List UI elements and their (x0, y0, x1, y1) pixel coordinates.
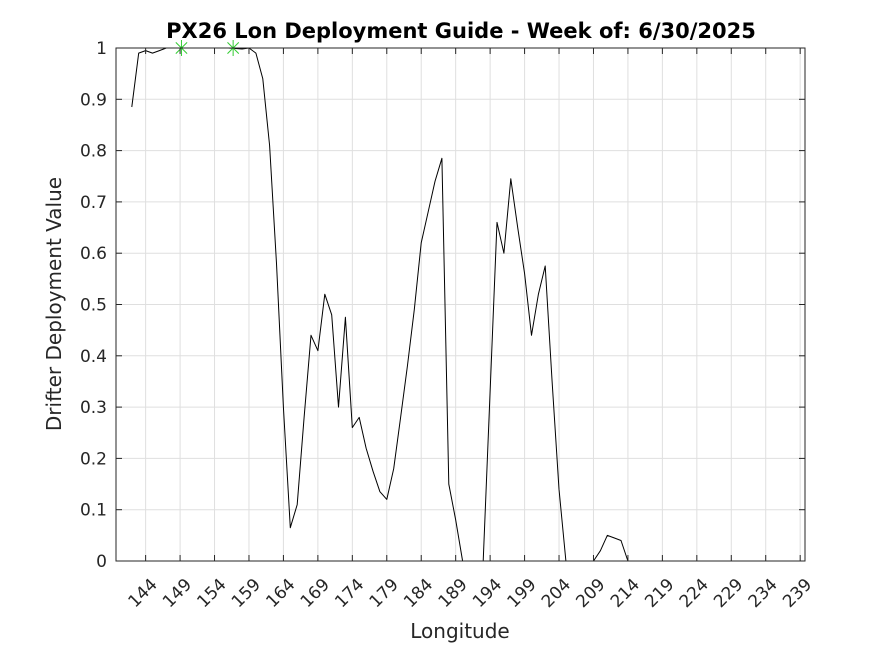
y-tick-label: 0.7 (80, 193, 107, 213)
y-tick-label: 0.1 (80, 501, 107, 521)
x-tick-label: 144 (125, 575, 162, 612)
x-tick-label: 164 (262, 575, 299, 612)
x-tick-label: 169 (297, 575, 334, 612)
plot-area (131, 40, 801, 562)
axis-ticks: 1441491541591641691741791841891941992042… (80, 39, 816, 612)
x-tick-label: 179 (366, 575, 403, 612)
y-axis-label: Drifter Deployment Value (42, 177, 66, 431)
x-tick-label: 184 (400, 575, 437, 612)
y-tick-label: 0.3 (80, 398, 107, 418)
y-tick-label: 0.9 (80, 90, 107, 110)
x-tick-label: 209 (572, 575, 609, 612)
x-tick-label: 219 (641, 575, 678, 612)
x-tick-label: 234 (745, 575, 782, 612)
x-axis-label: Longitude (410, 619, 509, 643)
x-tick-label: 199 (504, 575, 541, 612)
x-tick-label: 229 (710, 575, 747, 612)
y-tick-label: 0.5 (80, 296, 107, 316)
x-tick-label: 149 (159, 575, 196, 612)
x-tick-label: 159 (228, 575, 265, 612)
x-tick-label: 189 (435, 575, 472, 612)
y-tick-label: 0 (96, 552, 107, 572)
y-tick-label: 0.4 (80, 347, 107, 367)
x-tick-label: 154 (193, 575, 230, 612)
x-tick-label: 174 (331, 575, 368, 612)
y-tick-label: 0.6 (80, 244, 107, 264)
y-tick-label: 1 (96, 39, 107, 59)
x-tick-label: 239 (779, 575, 816, 612)
grid-lines (116, 47, 805, 562)
y-tick-label: 0.8 (80, 142, 107, 162)
y-tick-label: 0.2 (80, 449, 107, 469)
x-tick-label: 204 (538, 575, 575, 612)
x-tick-label: 224 (676, 575, 713, 612)
x-tick-label: 214 (607, 575, 644, 612)
chart-title: PX26 Lon Deployment Guide - Week of: 6/3… (166, 19, 756, 43)
x-tick-label: 194 (469, 575, 506, 612)
